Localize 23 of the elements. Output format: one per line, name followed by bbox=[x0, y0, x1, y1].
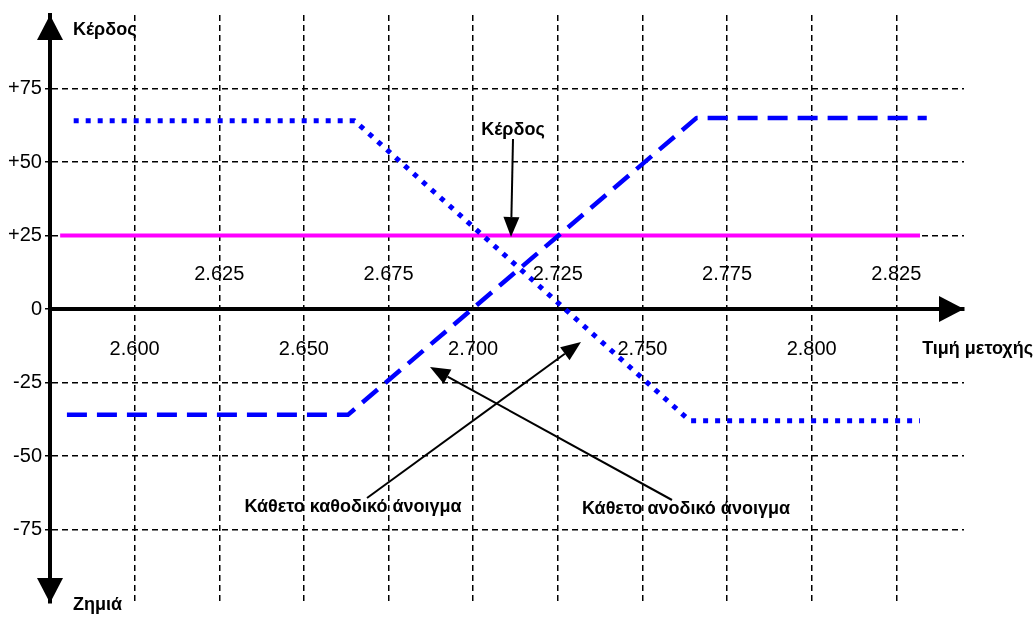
x2-tick-label: 2.725 bbox=[532, 261, 583, 284]
x-tick-label: 2.650 bbox=[278, 336, 329, 359]
annotation: Ζημιά bbox=[73, 593, 123, 614]
y-tick-label: -75 bbox=[13, 517, 42, 540]
annotation: Κάθετο καθοδικό άνοιγμα bbox=[244, 495, 462, 516]
x2-tick-label: 2.775 bbox=[702, 261, 753, 284]
y-tick-label: -25 bbox=[13, 370, 42, 393]
x-tick-label: 2.750 bbox=[617, 336, 668, 359]
x-tick-label: 2.700 bbox=[448, 336, 499, 359]
x-tick-label: 2.800 bbox=[786, 336, 837, 359]
x2-tick-label: 2.825 bbox=[871, 261, 922, 284]
y-axis-title: Κέρδος bbox=[73, 18, 137, 39]
x2-tick-label: 2.625 bbox=[194, 261, 245, 284]
x-tick-label: 2.600 bbox=[109, 336, 160, 359]
y-tick-label: 0 bbox=[30, 296, 42, 319]
y-tick-label: +25 bbox=[8, 223, 42, 246]
x2-tick-label: 2.675 bbox=[363, 261, 414, 284]
x-axis-title: Τιμή μετοχής bbox=[922, 337, 1033, 358]
y-tick-label: +75 bbox=[8, 76, 42, 99]
annotation: Κέρδος bbox=[481, 118, 545, 139]
annotation: Κάθετο ανοδικό άνοιγμα bbox=[581, 497, 791, 518]
y-tick-label: -50 bbox=[13, 443, 42, 466]
y-tick-label: +50 bbox=[8, 149, 42, 172]
